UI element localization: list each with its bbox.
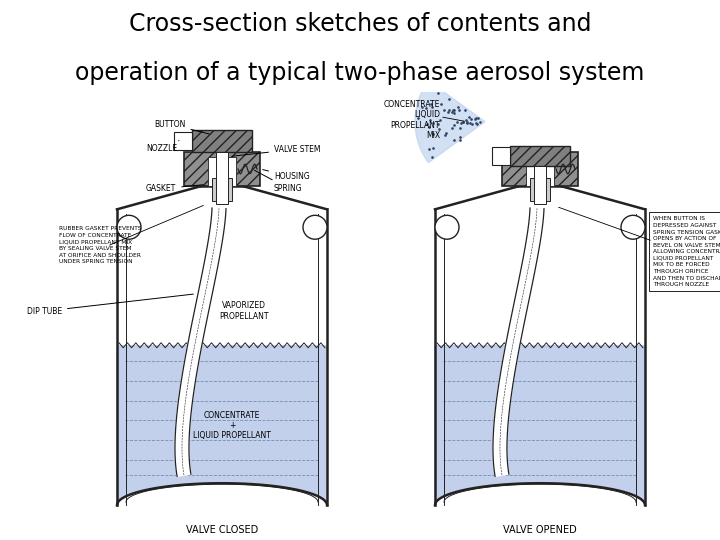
Text: DIP TUBE: DIP TUBE (27, 294, 194, 316)
Polygon shape (415, 80, 485, 163)
Polygon shape (216, 152, 228, 204)
Polygon shape (510, 146, 570, 165)
Polygon shape (208, 157, 236, 186)
Text: WHEN BUTTON IS
DEPRESSED AGAINST
SPRING TENSION GASKET
OPENS BY ACTION OF
BEVEL : WHEN BUTTON IS DEPRESSED AGAINST SPRING … (653, 217, 720, 287)
Text: Cross-section sketches of contents and: Cross-section sketches of contents and (129, 12, 591, 36)
Text: RUBBER GASKET PREVENTS
FLOW OF CONCENTRATE
LIQUID PROPELLANT MIX
BY SEALING VALV: RUBBER GASKET PREVENTS FLOW OF CONCENTRA… (59, 226, 142, 264)
Text: HOUSING: HOUSING (263, 170, 310, 181)
Circle shape (303, 215, 327, 239)
Text: BUTTON: BUTTON (154, 120, 210, 134)
Text: VAPORIZED
PROPELLANT: VAPORIZED PROPELLANT (220, 301, 269, 321)
Text: CONCENTRATE
LIQUID
PROPELLANT
MIX: CONCENTRATE LIQUID PROPELLANT MIX (384, 100, 440, 140)
Circle shape (117, 215, 141, 239)
Polygon shape (212, 178, 232, 201)
Text: CONCENTRATE
+
LIQUID PROPELLANT: CONCENTRATE + LIQUID PROPELLANT (193, 410, 271, 440)
Polygon shape (175, 208, 226, 476)
Text: VALVE STEM: VALVE STEM (232, 145, 320, 156)
Polygon shape (534, 165, 546, 204)
Polygon shape (526, 157, 554, 186)
Polygon shape (502, 152, 578, 186)
Text: SPRING: SPRING (254, 170, 302, 193)
Polygon shape (184, 152, 260, 186)
Polygon shape (174, 132, 192, 150)
Polygon shape (435, 346, 645, 505)
Text: VALVE OPENED: VALVE OPENED (503, 525, 577, 535)
Polygon shape (493, 208, 544, 476)
Polygon shape (530, 178, 550, 201)
Polygon shape (192, 130, 252, 152)
Polygon shape (117, 346, 327, 505)
Text: VALVE CLOSED: VALVE CLOSED (186, 525, 258, 535)
Text: NOZZLE: NOZZLE (146, 140, 179, 153)
Circle shape (621, 215, 645, 239)
Text: GASKET: GASKET (146, 184, 203, 193)
Circle shape (435, 215, 459, 239)
Text: operation of a typical two-phase aerosol system: operation of a typical two-phase aerosol… (76, 61, 644, 85)
Polygon shape (492, 146, 510, 165)
